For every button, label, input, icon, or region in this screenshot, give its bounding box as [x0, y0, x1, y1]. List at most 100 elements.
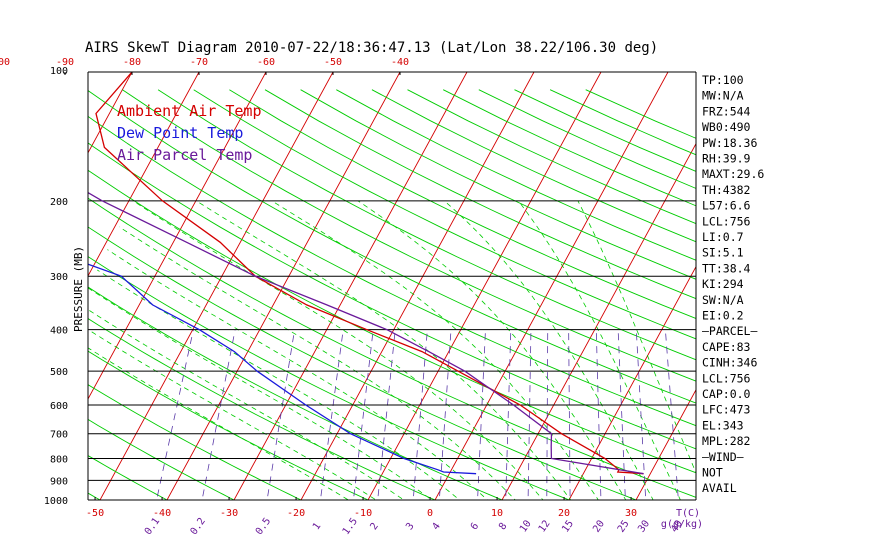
x-axis-mix-label: g(g/kg): [661, 519, 703, 530]
y-axis-label: PRESSURE (MB): [72, 246, 85, 332]
isotherm-line: [635, 388, 696, 500]
bottom-temp-tick-label: -40: [153, 508, 171, 519]
mixing-ratio-label: 25: [616, 518, 632, 534]
bottom-temp-tick-label: 30: [625, 508, 637, 519]
stability-index-item: CAP:0.0: [702, 387, 751, 401]
pressure-tick-label: 500: [50, 367, 68, 378]
mixing-ratio-label: 1.5: [341, 516, 360, 537]
mixing-ratio-label: 2: [368, 521, 380, 532]
mixing-ratio-label: 1: [311, 521, 323, 532]
stability-index-item: LCL:756: [702, 214, 751, 228]
dry-adiabat-line: [88, 492, 102, 500]
mixing-ratio-line: [266, 329, 296, 500]
legend-air-parcel-temp: Air Parcel Temp: [117, 146, 252, 164]
isotherm-line: [568, 265, 696, 500]
dry-adiabat-line: [88, 197, 696, 498]
dry-adiabat-line: [478, 89, 696, 189]
dry-adiabat-line: [88, 455, 168, 500]
mixing-ratio-label: 3: [404, 521, 416, 532]
stability-index-item: CAPE:83: [702, 340, 751, 354]
dry-adiabat-line: [300, 89, 696, 280]
bottom-temp-tick-label: -50: [86, 508, 104, 519]
mixing-ratio-label: 0.1: [143, 516, 162, 537]
dry-adiabat-line: [442, 89, 696, 207]
mixing-ratio-label: 0.2: [189, 516, 208, 537]
mixing-ratio-line: [664, 329, 679, 500]
bottom-temp-tick-label: -20: [287, 508, 305, 519]
top-temp-tick-label: -80: [123, 57, 141, 68]
dry-adiabat-line: [88, 115, 696, 427]
legend-ambient-air-temp: Ambient Air Temp: [117, 102, 262, 120]
moist-adiabat-line: [577, 200, 696, 474]
moist-adiabat-line: [195, 200, 572, 500]
dry-adiabat-line: [88, 226, 638, 500]
mixing-ratio-label: 30: [636, 518, 652, 534]
mixing-ratio-line: [477, 329, 486, 500]
isotherm-line: [99, 72, 334, 500]
top-temp-tick-label: -60: [257, 57, 275, 68]
pressure-tick-label: 200: [50, 197, 68, 208]
mixing-ratio-line: [156, 329, 194, 500]
moist-adiabat-line: [118, 226, 516, 500]
dry-adiabat-line: [88, 89, 696, 404]
dry-adiabat-line: [264, 89, 696, 300]
mixing-ratio-line: [412, 329, 428, 500]
top-temp-tick-label: -100: [0, 57, 10, 68]
stability-index-item: LFC:473: [702, 403, 751, 417]
series-air-parcel-temp-line: [88, 191, 644, 475]
stability-index-item: LCL:756: [702, 371, 751, 385]
isotherm-line: [88, 72, 267, 400]
stability-index-item: TT:38.4: [702, 261, 751, 275]
dry-adiabat-line: [514, 89, 696, 172]
stability-index-item: FRZ:544: [702, 104, 751, 118]
isotherm-line: [765, 72, 870, 509]
moist-adiabat-line: [107, 249, 488, 500]
pressure-tick-label: 1000: [44, 496, 68, 507]
stability-index-item: CINH:346: [702, 356, 757, 370]
stability-index-item: RH:39.9: [702, 152, 751, 166]
x-axis-temp-label: T(C): [676, 508, 700, 519]
mixing-ratio-label: 6: [469, 521, 481, 532]
bottom-temp-tick-label: 0: [427, 508, 433, 519]
stability-index-item: L57:6.6: [702, 199, 751, 213]
moist-adiabat-line: [88, 287, 433, 500]
dry-adiabat-line: [122, 89, 696, 382]
series-dew-point-temp-line: [88, 263, 477, 475]
top-temp-tick-label: -70: [190, 57, 208, 68]
sounding-profiles: [88, 72, 644, 475]
dry-adiabat-line: [88, 384, 303, 500]
stability-index-item: MW:N/A: [702, 89, 744, 103]
stability-index-item: NOT: [702, 466, 723, 480]
mixing-ratio-line: [595, 329, 602, 500]
isotherm-line: [832, 72, 870, 509]
mixing-ratio-line: [353, 329, 374, 500]
bottom-temp-tick-label: -30: [220, 508, 238, 519]
bottom-temp-tick-label: 10: [491, 508, 503, 519]
chart-title: AIRS SkewT Diagram 2010-07-22/18:36:47.1…: [85, 40, 658, 56]
bottom-temp-tick-label: 20: [558, 508, 570, 519]
mixing-ratio-line: [201, 329, 236, 500]
isotherm-line: [300, 72, 535, 500]
top-temp-tick-label: -90: [56, 57, 74, 68]
moist-adiabat-line: [517, 200, 681, 500]
pressure-tick-label: 700: [50, 430, 68, 441]
stability-index-item: SW:N/A: [702, 293, 744, 307]
isotherm-line: [88, 72, 133, 154]
dry-adiabat-line: [88, 286, 504, 500]
dry-adiabat-line: [0, 90, 48, 509]
mixing-ratio-line: [527, 329, 532, 500]
moist-adiabat-line: [271, 200, 599, 500]
stability-index-item: —PARCEL—: [702, 324, 757, 338]
isotherm-line: [88, 72, 200, 277]
background-grid: [0, 72, 870, 509]
isotherm-line: [501, 142, 696, 500]
bottom-temp-tick-label: -10: [354, 508, 372, 519]
dry-adiabat-line: [88, 169, 696, 474]
pressure-tick-label: 400: [50, 326, 68, 337]
stability-index-item: SI:5.1: [702, 246, 744, 260]
stability-index-item: AVAIL: [702, 481, 737, 495]
mixing-ratio-line: [505, 329, 512, 500]
mixing-ratio-label: 12: [537, 518, 553, 534]
